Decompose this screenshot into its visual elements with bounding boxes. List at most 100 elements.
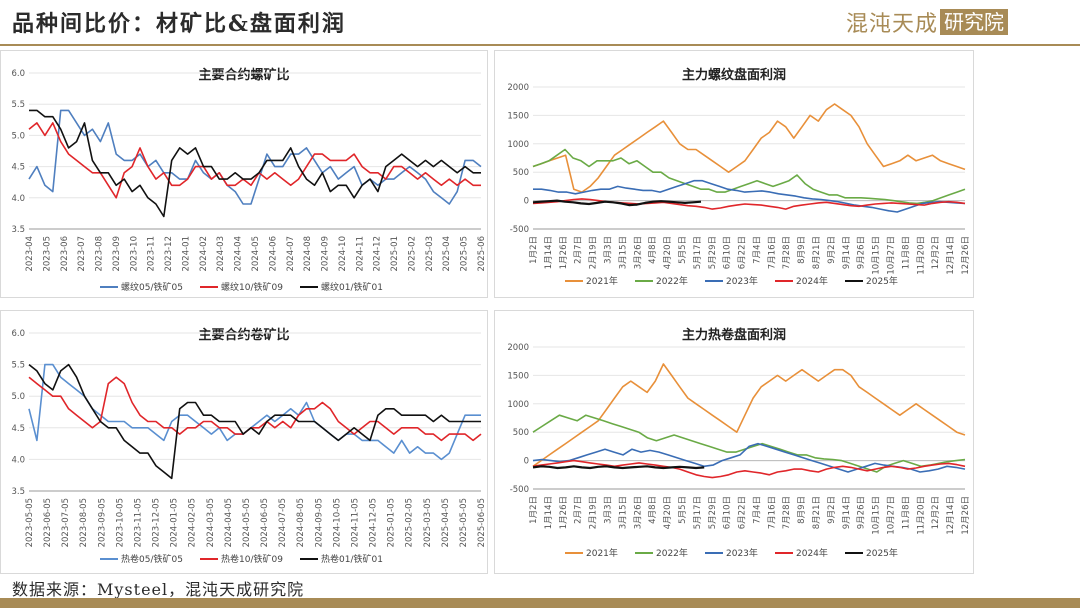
x-tick-label: 2023-12-05 bbox=[152, 498, 162, 547]
y-tick-label: 0 bbox=[524, 197, 529, 207]
x-tick-label: 3月3日 bbox=[603, 236, 613, 264]
series-line bbox=[532, 459, 966, 479]
x-tick-label: 2023-10-05 bbox=[115, 498, 125, 547]
x-tick-label: 4月20日 bbox=[663, 236, 673, 269]
x-tick-label: 2025-06-05 bbox=[477, 498, 487, 547]
x-tick-label: 8月21日 bbox=[812, 496, 822, 529]
x-tick-label: 3月26日 bbox=[633, 496, 643, 529]
company-logo: 混沌天成 研究院 bbox=[846, 7, 1009, 37]
chart-title: 主要合约卷矿比 bbox=[198, 327, 289, 343]
y-tick-label: 5.5 bbox=[11, 361, 25, 371]
page-header: 品种间比价：材矿比&盘面利润 混沌天成 研究院 bbox=[0, 0, 1080, 46]
x-tick-label: 2025-03 bbox=[425, 236, 435, 272]
legend-label: 2023年 bbox=[726, 275, 758, 287]
legend-label: 2025年 bbox=[866, 275, 898, 287]
x-tick-label: 7月4日 bbox=[752, 496, 762, 524]
y-tick-label: 1500 bbox=[507, 371, 529, 381]
chart-title: 主要合约螺矿比 bbox=[198, 67, 289, 83]
series-line bbox=[29, 109, 481, 218]
x-tick-label: 3月15日 bbox=[618, 236, 628, 269]
x-tick-label: 6月22日 bbox=[738, 496, 748, 529]
x-tick-label: 2025-06 bbox=[477, 236, 487, 272]
x-tick-label: 1月26日 bbox=[559, 496, 569, 529]
x-tick-label: 7月16日 bbox=[767, 236, 777, 269]
x-tick-label: 4月8日 bbox=[648, 496, 658, 524]
legend-label: 2021年 bbox=[586, 275, 618, 287]
x-tick-label: 2024-07 bbox=[286, 236, 296, 272]
y-tick-label: 5.0 bbox=[11, 392, 25, 402]
x-tick-label: 7月28日 bbox=[782, 496, 792, 529]
x-tick-label: 2024-06-05 bbox=[260, 498, 270, 547]
x-tick-label: 12月2日 bbox=[931, 496, 941, 529]
x-tick-label: 11月8日 bbox=[901, 236, 911, 269]
x-tick-label: 3月3日 bbox=[603, 496, 613, 524]
x-tick-label: 4月20日 bbox=[663, 496, 673, 529]
series-line bbox=[28, 122, 481, 199]
x-tick-label: 2023-09 bbox=[112, 236, 122, 272]
legend-label: 2024年 bbox=[796, 547, 828, 559]
x-tick-label: 1月14日 bbox=[544, 236, 554, 269]
series-line bbox=[28, 376, 482, 442]
legend-label: 热卷10/铁矿09 bbox=[221, 553, 283, 565]
series-line bbox=[28, 109, 482, 205]
x-tick-label: 3月15日 bbox=[618, 496, 628, 529]
x-tick-label: 9月14日 bbox=[842, 496, 852, 529]
x-tick-label: 2024-10 bbox=[338, 236, 348, 272]
y-tick-label: 5.0 bbox=[11, 131, 25, 141]
x-tick-label: 5月5日 bbox=[678, 496, 688, 524]
x-tick-label: 9月26日 bbox=[857, 496, 867, 529]
x-tick-label: 2024-02-05 bbox=[188, 498, 198, 547]
x-tick-label: 1月2日 bbox=[529, 496, 539, 524]
x-tick-label: 2024-03 bbox=[216, 236, 226, 272]
x-tick-label: 2024-10-05 bbox=[332, 498, 342, 547]
x-tick-label: 3月26日 bbox=[633, 236, 643, 269]
x-tick-label: 1月2日 bbox=[529, 236, 539, 264]
y-tick-label: 1000 bbox=[507, 400, 529, 410]
x-tick-label: 2023-06-05 bbox=[43, 498, 53, 547]
legend-label: 螺纹05/铁矿05 bbox=[121, 281, 183, 293]
y-tick-label: -500 bbox=[510, 485, 529, 495]
x-tick-label: 1月26日 bbox=[559, 236, 569, 269]
chart-panel-hrc-profit: 主力热卷盘面利润 2000 1500 1000 500 0 -500 1月2日 1月14日 1月2… bbox=[494, 310, 974, 574]
y-tick-label: 2000 bbox=[507, 343, 529, 353]
x-tick-label: 2024-05 bbox=[251, 236, 261, 272]
x-tick-label: 12月14日 bbox=[946, 236, 956, 275]
x-tick-label: 2024-08 bbox=[303, 236, 313, 272]
x-tick-label: 2023-11-05 bbox=[133, 498, 143, 547]
y-tick-label: -500 bbox=[510, 225, 529, 235]
y-tick-label: 4.0 bbox=[11, 455, 25, 465]
x-tick-label: 2025-04-05 bbox=[441, 498, 451, 547]
y-tick-label: 1500 bbox=[507, 111, 529, 121]
header-divider bbox=[0, 44, 1080, 46]
chart-panel-hrc-ratio: 主要合约卷矿比 6.0 5.5 5.0 4.5 4.0 3.5 2023-05-05 2023-… bbox=[0, 310, 488, 574]
legend-label: 2024年 bbox=[796, 275, 828, 287]
x-tick-label: 2024-05-05 bbox=[242, 498, 252, 547]
x-tick-label: 2024-07-05 bbox=[278, 498, 288, 547]
x-tick-label: 2024-12-05 bbox=[369, 498, 379, 547]
x-tick-label: 12月26日 bbox=[961, 496, 971, 535]
x-tick-label: 2025-02-05 bbox=[405, 498, 415, 547]
legend-label: 热卷01/铁矿01 bbox=[321, 553, 383, 565]
x-tick-label: 10月15日 bbox=[872, 496, 882, 535]
x-tick-label: 2023-10 bbox=[129, 236, 139, 272]
page-title: 品种间比价：材矿比&盘面利润 bbox=[12, 11, 346, 37]
x-tick-label: 5月5日 bbox=[678, 236, 688, 264]
series-line bbox=[532, 465, 705, 470]
x-tick-label: 2024-09 bbox=[321, 236, 331, 272]
x-tick-label: 2023-07-05 bbox=[61, 498, 71, 547]
x-tick-label: 2023-05 bbox=[42, 236, 52, 272]
x-tick-label: 2025-04 bbox=[442, 236, 452, 272]
y-tick-label: 6.0 bbox=[11, 329, 25, 339]
y-tick-label: 3.5 bbox=[11, 225, 25, 235]
x-tick-label: 6月22日 bbox=[738, 236, 748, 269]
x-tick-label: 9月2日 bbox=[827, 496, 837, 524]
x-tick-label: 2025-05-05 bbox=[459, 498, 469, 547]
x-tick-label: 2023-05-05 bbox=[25, 498, 35, 547]
x-tick-label: 8月9日 bbox=[797, 236, 807, 264]
series-line bbox=[532, 103, 966, 193]
x-tick-label: 2024-11-05 bbox=[350, 498, 360, 547]
